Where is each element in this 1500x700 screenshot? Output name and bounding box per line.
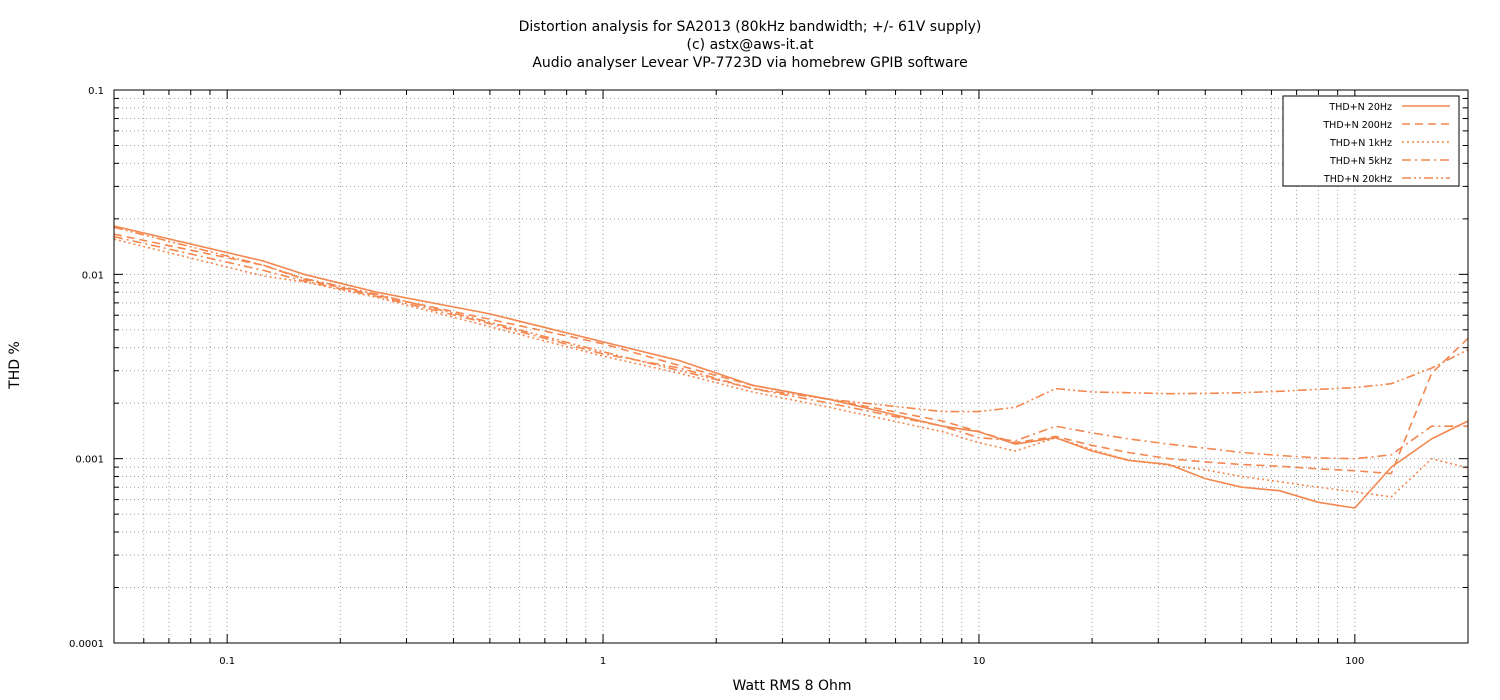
series-line-0 (113, 225, 1469, 509)
x-axis-label: Watt RMS 8 Ohm (732, 678, 852, 694)
legend-label-1: THD+N 200Hz (1322, 120, 1392, 131)
chart-title-line-3: Audio analyser Levear VP-7723D via homeb… (532, 55, 968, 71)
legend-label-0: THD+N 20Hz (1328, 102, 1392, 113)
x-tick-label: 0.1 (219, 656, 235, 667)
legend-label-3: THD+N 5kHz (1329, 156, 1392, 167)
series-layer (113, 225, 1469, 509)
y-axis-label: THD % (7, 341, 23, 389)
grid-layer (113, 89, 1469, 644)
x-tick-label: 1 (600, 656, 606, 667)
series-line-2 (113, 238, 1469, 498)
y-tick-label: 0.0001 (69, 639, 104, 650)
legend-label-2: THD+N 1kHz (1329, 138, 1392, 149)
y-tick-label: 0.01 (82, 270, 104, 281)
series-line-3 (113, 235, 1468, 460)
series-line-1 (113, 233, 1469, 475)
y-tick-label: 0.1 (88, 86, 104, 97)
legend-box (1282, 95, 1460, 187)
series-line-4 (113, 226, 1469, 413)
legend-label-4: THD+N 20kHz (1323, 174, 1392, 185)
x-tick-label: 10 (973, 656, 986, 667)
axis-layer: 0.1 1 10 100 0.1 0.01 0.001 0.0001 (69, 86, 1469, 667)
chart-title-line-2: (c) astx@aws-it.at (686, 37, 814, 53)
y-tick-label: 0.001 (75, 455, 104, 466)
legend: THD+N 20Hz THD+N 200Hz THD+N 1kHz THD+N 5kH… (1282, 95, 1460, 187)
x-tick-label: 100 (1345, 656, 1364, 667)
chart-title-line-1: Distortion analysis for SA2013 (80kHz ba… (518, 19, 982, 35)
plot-border (113, 89, 1469, 644)
